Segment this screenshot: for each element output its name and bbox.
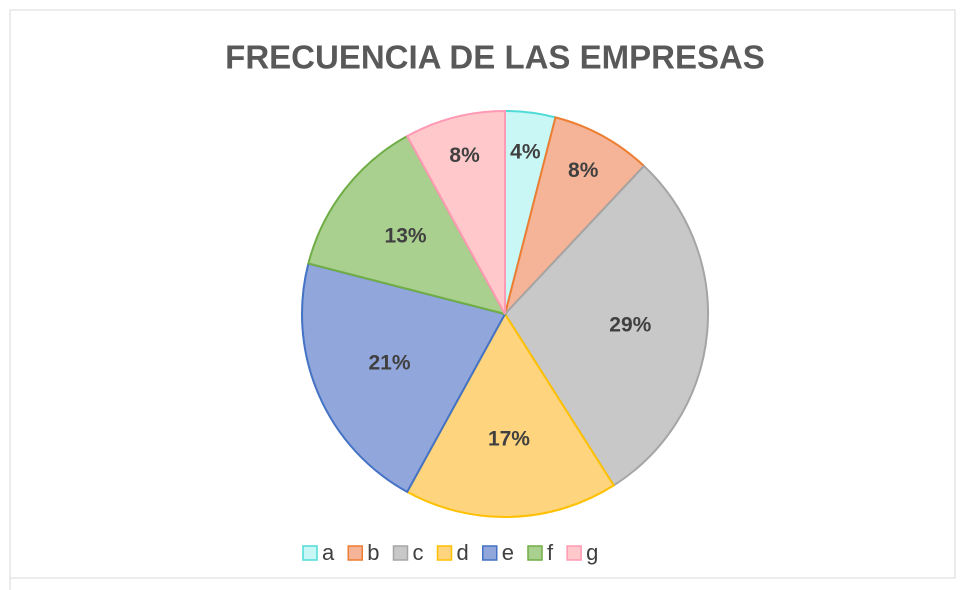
legend-swatch [436,545,453,561]
legend-swatch [527,545,543,561]
legend-label: g [586,540,598,565]
legend-swatch [566,545,582,561]
pie-slice [405,109,506,315]
legend-label: b [367,540,379,565]
legend-swatch [347,545,363,561]
data-label: 8% [568,159,599,182]
data-label: 13% [385,224,427,247]
pie-slice [307,134,507,316]
legend-label: e [502,540,514,565]
pie-slice [504,116,646,315]
pie-slice [301,262,507,494]
data-label: 29% [609,313,651,336]
pie-slice [405,312,616,518]
pie-slice [503,164,709,487]
legend-label: c [413,540,424,565]
legend-label: f [547,540,554,565]
legend-swatch [482,545,498,561]
data-label: 8% [449,144,480,167]
data-label: 21% [368,352,410,375]
legend-label: d [457,540,469,565]
legend-swatch [392,545,409,561]
chart-title: FRECUENCIA DE LAS EMPRESAS [225,39,765,76]
legend-swatch [302,545,318,561]
data-label: 17% [488,427,530,450]
data-label: 4% [510,140,541,163]
legend-label: a [322,540,335,565]
